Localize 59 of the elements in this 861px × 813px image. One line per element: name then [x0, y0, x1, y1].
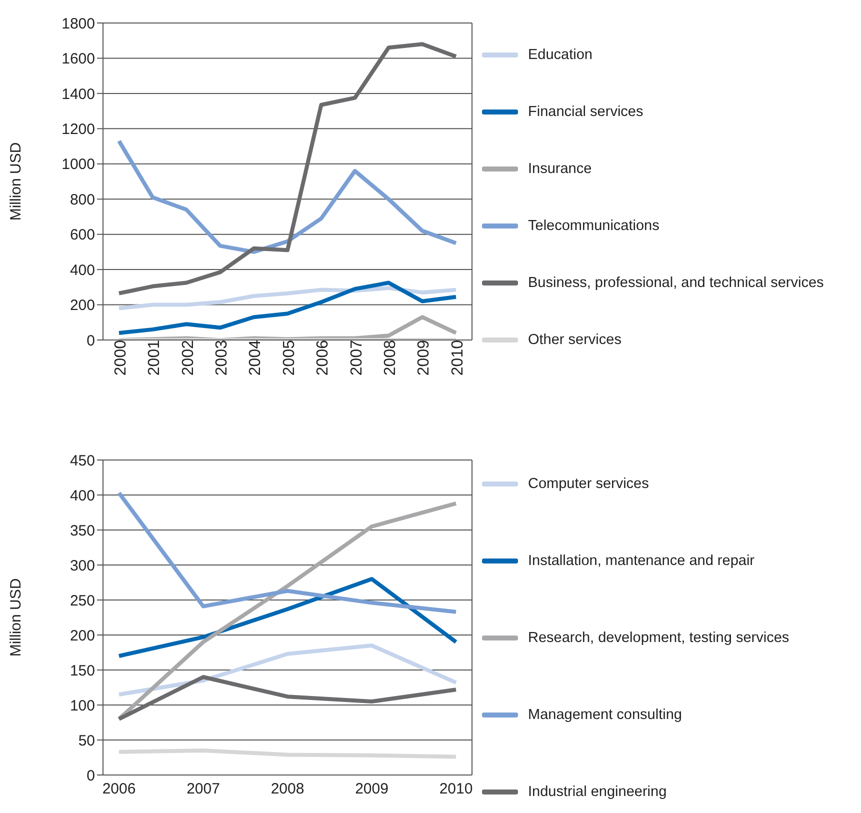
line-series: [117, 138, 458, 254]
y-axis-title: Million USD: [7, 578, 24, 657]
y-tick-label: 350: [70, 522, 95, 540]
legend-label: Management consulting: [528, 706, 682, 722]
x-tick-label: 2001: [146, 340, 164, 376]
x-tick-label: 2007: [348, 340, 366, 376]
legend-label: Installation, mantenance and repair: [528, 552, 755, 568]
x-tick-label: 2007: [186, 780, 220, 798]
legend-label: Education: [528, 46, 592, 62]
x-tick-label: 2006: [102, 780, 136, 798]
y-tick-label: 1000: [62, 156, 95, 174]
x-tick-label: 2008: [270, 780, 304, 798]
y-tick-label: 200: [70, 627, 95, 644]
y-tick-label: 600: [70, 226, 95, 244]
line-series: [117, 501, 458, 721]
line-series: [117, 490, 458, 614]
line-series: [117, 748, 458, 759]
y-tick-label: 1600: [62, 50, 95, 68]
y-tick-label: 450: [70, 452, 95, 470]
x-tick-label: 2010: [439, 780, 473, 798]
legend-label: Financial services: [528, 104, 644, 120]
x-tick-label: 2008: [382, 340, 399, 376]
line-series: [117, 286, 458, 310]
y-tick-label: 1200: [62, 120, 95, 138]
y-tick-label: 400: [70, 262, 95, 279]
y-tick-label: 300: [70, 557, 95, 574]
legend-label: Computer services: [528, 476, 649, 492]
legend-label: Other services: [528, 332, 622, 348]
y-tick-label: 800: [70, 191, 95, 208]
x-tick-label: 2002: [180, 340, 197, 376]
y-tick-label: 50: [78, 732, 95, 750]
x-tick-label: 2003: [213, 340, 230, 376]
line-series: [117, 42, 458, 296]
line-series: [117, 577, 458, 658]
legend-label: Business, professional, and technical services: [528, 274, 824, 290]
x-tick-label: 2005: [280, 340, 298, 376]
legend-label: Insurance: [528, 160, 592, 176]
y-axis-title: Million USD: [7, 142, 24, 221]
y-tick-label: 1800: [62, 15, 95, 32]
y-tick-label: 200: [70, 297, 95, 314]
y-tick-label: 250: [70, 592, 95, 610]
x-tick-label: 2004: [247, 340, 264, 376]
legend-label: Telecommunications: [528, 218, 660, 234]
line-series: [117, 280, 458, 335]
x-tick-label: 2010: [449, 340, 466, 376]
y-tick-label: 1400: [62, 86, 95, 103]
legend-label: Research, development, testing services: [528, 630, 790, 646]
y-tick-label: 0: [86, 767, 95, 784]
x-tick-label: 2009: [416, 340, 433, 376]
line-series: [117, 644, 458, 696]
y-tick-label: 100: [70, 697, 95, 714]
line-series: [117, 675, 458, 721]
x-tick-label: 2006: [314, 340, 332, 376]
y-tick-label: 400: [70, 487, 95, 504]
y-tick-label: 0: [86, 332, 95, 350]
x-tick-label: 2000: [112, 340, 130, 376]
legend-label: Industrial engineering: [528, 784, 667, 800]
y-tick-label: 150: [70, 662, 95, 680]
x-tick-label: 2009: [355, 780, 388, 798]
